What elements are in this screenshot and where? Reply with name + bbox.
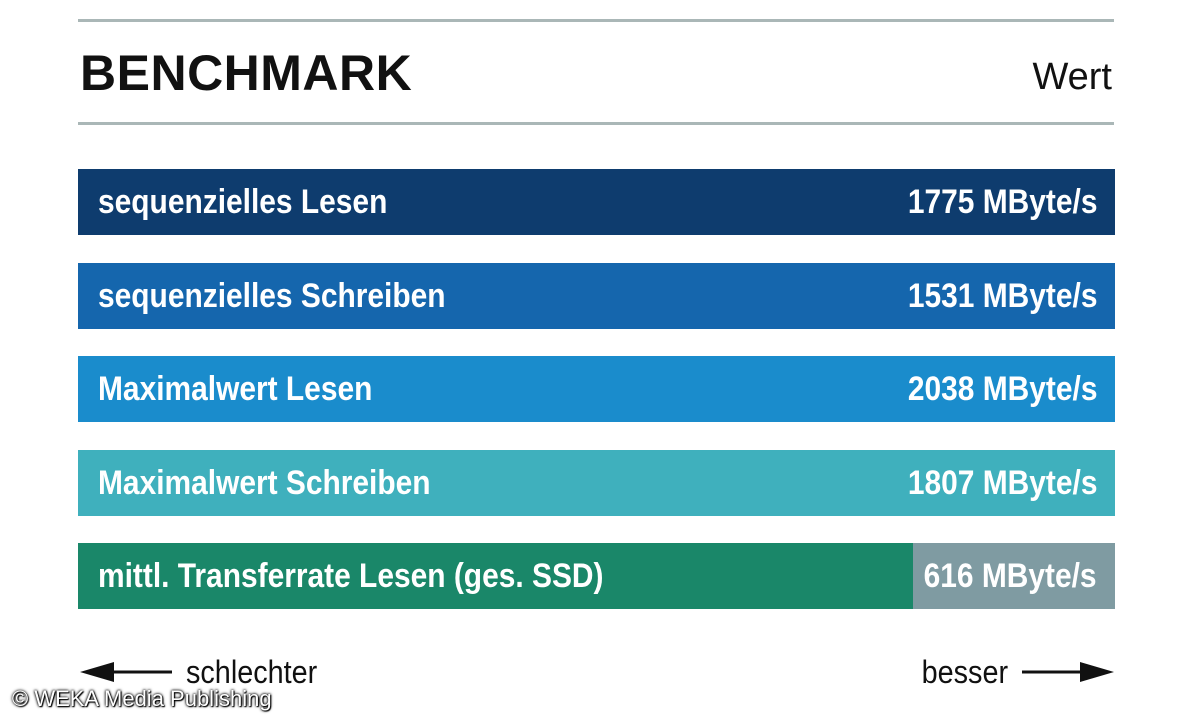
legend-better: besser — [912, 652, 1114, 692]
bar-value-label: 1531 MByte/s — [907, 276, 1097, 315]
bar-fill — [78, 450, 1115, 516]
arrow-left-icon — [80, 662, 172, 682]
legend-worse-label: schlechter — [186, 653, 318, 690]
bar-fill — [78, 543, 913, 609]
bar-value-label: 1775 MByte/s — [907, 182, 1097, 221]
bar-row: Maximalwert Lesen 2038 MByte/s — [78, 356, 1115, 422]
bar-value-label: 1807 MByte/s — [907, 463, 1097, 502]
bar-label: sequenzielles Lesen — [98, 182, 388, 221]
arrow-right-icon — [1022, 662, 1114, 682]
header-rule — [78, 122, 1114, 125]
bar-fill — [78, 169, 1115, 235]
legend-better-label: besser — [921, 653, 1008, 690]
bar-fill — [78, 263, 1115, 329]
bar-row: sequenzielles Schreiben 1531 MByte/s — [78, 263, 1115, 329]
bar-label: mittl. Transferrate Lesen (ges. SSD) — [98, 556, 604, 595]
copyright-watermark: © WEKA Media Publishing — [12, 686, 272, 711]
bar-label: Maximalwert Lesen — [98, 369, 373, 408]
bar-row: sequenzielles Lesen 1775 MByte/s — [78, 169, 1115, 235]
bar-fill — [78, 356, 1115, 422]
chart-title: BENCHMARK — [80, 45, 413, 101]
bar-label: Maximalwert Schreiben — [98, 463, 431, 502]
bar-value-label: 2038 MByte/s — [907, 369, 1097, 408]
bar-value-label: 616 MByte/s — [924, 556, 1097, 595]
bar-row: mittl. Transferrate Lesen (ges. SSD) 616 … — [78, 543, 1115, 609]
bar-label: sequenzielles Schreiben — [98, 276, 446, 315]
top-rule — [78, 19, 1114, 22]
legend-worse: schlechter — [80, 652, 332, 692]
value-column-header: Wert — [1032, 56, 1112, 98]
bar-row: Maximalwert Schreiben 1807 MByte/s — [78, 450, 1115, 516]
